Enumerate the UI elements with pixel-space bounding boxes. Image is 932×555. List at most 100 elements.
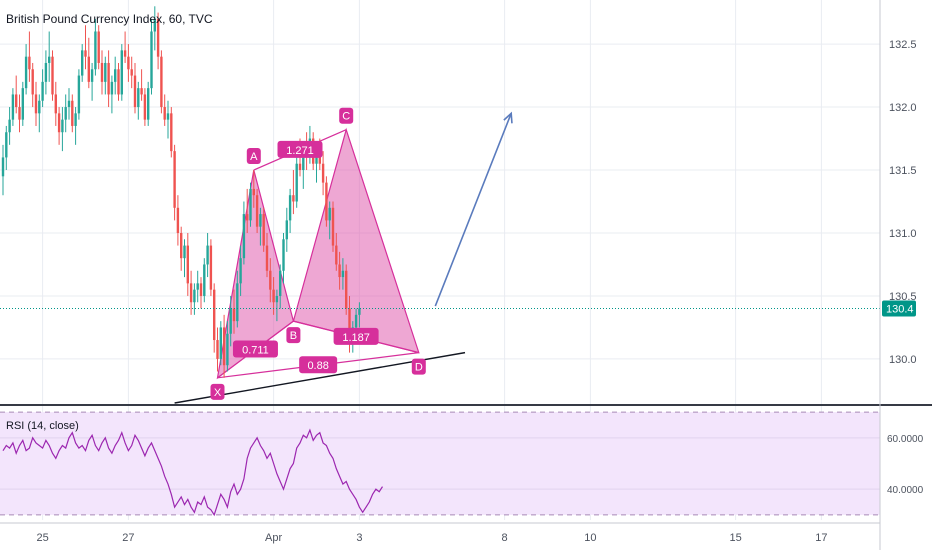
candle[interactable] bbox=[110, 75, 114, 114]
candle[interactable] bbox=[288, 188, 292, 233]
candle[interactable] bbox=[31, 62, 34, 108]
candle[interactable] bbox=[325, 176, 328, 227]
candle[interactable] bbox=[28, 31, 31, 82]
candle[interactable] bbox=[94, 18, 97, 76]
candle[interactable] bbox=[279, 264, 282, 309]
candle[interactable] bbox=[15, 75, 18, 114]
candle[interactable] bbox=[242, 201, 246, 265]
candle[interactable] bbox=[38, 94, 41, 133]
candle[interactable] bbox=[48, 31, 51, 82]
rsi-indicator-label[interactable]: RSI (14, close) bbox=[6, 420, 79, 432]
candle[interactable] bbox=[100, 50, 104, 95]
candle[interactable] bbox=[219, 321, 222, 366]
candle[interactable] bbox=[229, 295, 232, 347]
rsi-line[interactable] bbox=[2, 428, 384, 517]
candle[interactable] bbox=[160, 50, 163, 114]
projection-arrow[interactable] bbox=[434, 113, 512, 307]
candle[interactable] bbox=[203, 258, 206, 303]
candle[interactable] bbox=[232, 289, 236, 334]
candle[interactable] bbox=[153, 6, 156, 51]
candle[interactable] bbox=[170, 107, 173, 158]
candle[interactable] bbox=[216, 327, 219, 372]
candle[interactable] bbox=[209, 239, 213, 296]
candle[interactable] bbox=[285, 207, 288, 252]
candle[interactable] bbox=[180, 226, 183, 271]
candle[interactable] bbox=[87, 37, 90, 89]
candle[interactable] bbox=[77, 69, 81, 120]
candle[interactable] bbox=[358, 302, 361, 328]
candle[interactable] bbox=[321, 151, 325, 196]
candle[interactable] bbox=[150, 18, 153, 95]
candle[interactable] bbox=[265, 232, 269, 278]
candle[interactable] bbox=[64, 94, 67, 133]
candle[interactable] bbox=[54, 81, 57, 126]
candle[interactable] bbox=[57, 107, 61, 145]
candle[interactable] bbox=[41, 69, 44, 108]
candle[interactable] bbox=[173, 144, 176, 221]
candle[interactable] bbox=[166, 100, 170, 139]
candle[interactable] bbox=[262, 207, 265, 252]
candle[interactable] bbox=[8, 107, 11, 145]
candle[interactable] bbox=[249, 182, 252, 227]
candle[interactable] bbox=[292, 170, 295, 215]
candle[interactable] bbox=[104, 56, 107, 95]
candle[interactable] bbox=[206, 232, 209, 278]
candle[interactable] bbox=[331, 201, 335, 252]
candle[interactable] bbox=[183, 239, 186, 278]
candle[interactable] bbox=[117, 62, 120, 101]
candle[interactable] bbox=[127, 44, 130, 82]
candle[interactable] bbox=[123, 31, 127, 63]
candle[interactable] bbox=[341, 258, 345, 290]
candle[interactable] bbox=[275, 289, 279, 322]
candle[interactable] bbox=[199, 277, 203, 309]
candle[interactable] bbox=[335, 232, 338, 271]
candle[interactable] bbox=[97, 25, 100, 70]
candle[interactable] bbox=[143, 88, 147, 126]
candle[interactable] bbox=[259, 207, 262, 246]
candle[interactable] bbox=[67, 88, 71, 120]
candle[interactable] bbox=[246, 188, 249, 233]
candle[interactable] bbox=[140, 69, 143, 101]
candle[interactable] bbox=[11, 88, 15, 126]
candle[interactable] bbox=[269, 258, 272, 303]
candle[interactable] bbox=[120, 44, 123, 101]
candle[interactable] bbox=[255, 188, 259, 233]
candle[interactable] bbox=[345, 264, 348, 315]
candle[interactable] bbox=[186, 232, 189, 296]
candle[interactable] bbox=[213, 283, 216, 353]
candle[interactable] bbox=[196, 270, 199, 303]
candle[interactable] bbox=[328, 201, 331, 240]
candle[interactable] bbox=[74, 107, 77, 145]
candle[interactable] bbox=[189, 270, 193, 315]
candle[interactable] bbox=[176, 195, 180, 246]
candle[interactable] bbox=[282, 232, 285, 284]
candle[interactable] bbox=[18, 94, 21, 133]
candle[interactable] bbox=[236, 270, 239, 328]
candle[interactable] bbox=[5, 125, 8, 171]
candle[interactable] bbox=[147, 81, 150, 126]
candle[interactable] bbox=[226, 321, 229, 372]
candle[interactable] bbox=[90, 62, 94, 101]
candle[interactable] bbox=[137, 81, 140, 120]
candle[interactable] bbox=[295, 151, 298, 208]
candle[interactable] bbox=[193, 283, 196, 315]
candle[interactable] bbox=[156, 12, 160, 70]
candle[interactable] bbox=[34, 81, 38, 126]
candle[interactable] bbox=[338, 251, 341, 290]
candle[interactable] bbox=[44, 50, 48, 95]
candle[interactable] bbox=[81, 44, 84, 82]
candle[interactable] bbox=[107, 50, 110, 108]
candle[interactable] bbox=[114, 56, 117, 95]
candle[interactable] bbox=[24, 44, 28, 95]
candle[interactable] bbox=[21, 81, 24, 126]
candle[interactable] bbox=[130, 56, 133, 89]
candle[interactable] bbox=[163, 94, 166, 126]
candle[interactable] bbox=[133, 62, 137, 114]
candle[interactable] bbox=[252, 170, 255, 208]
candle[interactable] bbox=[84, 25, 87, 70]
candle[interactable] bbox=[1, 144, 5, 196]
candle[interactable] bbox=[239, 245, 242, 296]
candle[interactable] bbox=[51, 50, 54, 101]
candle[interactable] bbox=[71, 94, 74, 133]
